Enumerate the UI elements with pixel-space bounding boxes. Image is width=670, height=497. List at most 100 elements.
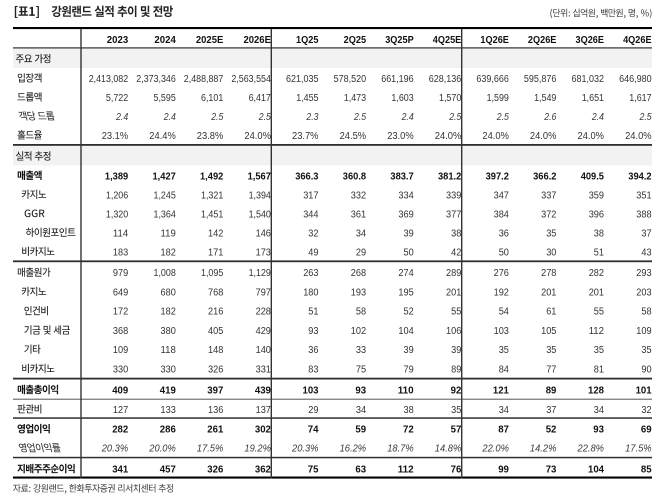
svg-text:34: 34 (356, 228, 367, 239)
svg-text:50: 50 (404, 247, 415, 258)
svg-text:128: 128 (588, 386, 604, 397)
svg-text:17.5%: 17.5% (625, 444, 652, 455)
svg-text:35: 35 (451, 405, 462, 416)
svg-text:63: 63 (355, 464, 366, 475)
svg-text:33: 33 (356, 345, 367, 356)
svg-text:1,389: 1,389 (105, 171, 129, 182)
svg-text:34: 34 (594, 405, 605, 416)
svg-text:92: 92 (451, 386, 462, 397)
svg-text:2Q26E: 2Q26E (528, 35, 557, 46)
svg-text:326: 326 (208, 365, 224, 376)
svg-text:3Q26E: 3Q26E (576, 35, 605, 46)
svg-text:24.0%: 24.0% (625, 131, 652, 142)
svg-text:282: 282 (112, 425, 128, 436)
svg-text:1,129: 1,129 (249, 268, 272, 279)
svg-text:419: 419 (160, 386, 176, 397)
svg-text:30: 30 (546, 247, 557, 258)
svg-text:54: 54 (499, 307, 510, 318)
svg-text:99: 99 (498, 464, 509, 475)
svg-text:55: 55 (451, 307, 462, 318)
svg-text:42: 42 (451, 247, 462, 258)
svg-text:133: 133 (161, 405, 177, 416)
svg-text:439: 439 (255, 386, 271, 397)
svg-text:101: 101 (636, 386, 652, 397)
svg-text:649: 649 (113, 288, 129, 299)
svg-text:105: 105 (541, 326, 557, 337)
svg-text:1,455: 1,455 (296, 93, 319, 104)
svg-text:2.5: 2.5 (639, 112, 652, 123)
svg-text:429: 429 (256, 326, 272, 337)
svg-text:72: 72 (403, 425, 414, 436)
svg-text:1,492: 1,492 (200, 171, 224, 182)
svg-text:121: 121 (493, 386, 509, 397)
svg-text:23.0%: 23.0% (387, 131, 414, 142)
svg-text:1,364: 1,364 (154, 209, 177, 220)
svg-text:1,008: 1,008 (154, 268, 177, 279)
svg-text:409.5: 409.5 (581, 171, 605, 182)
svg-text:361: 361 (351, 209, 367, 220)
svg-text:334: 334 (398, 190, 414, 201)
svg-text:103: 103 (494, 326, 510, 337)
svg-text:1,651: 1,651 (582, 93, 605, 104)
svg-text:2.5: 2.5 (210, 112, 223, 123)
svg-text:22.0%: 22.0% (481, 444, 509, 455)
svg-text:23.8%: 23.8% (197, 131, 224, 142)
svg-text:661,196: 661,196 (381, 74, 414, 85)
svg-text:380: 380 (161, 326, 177, 337)
svg-text:52: 52 (404, 307, 415, 318)
svg-text:384: 384 (494, 209, 510, 220)
svg-text:274: 274 (398, 268, 414, 279)
svg-text:263: 263 (303, 268, 319, 279)
svg-text:302: 302 (255, 425, 271, 436)
svg-text:38: 38 (594, 228, 605, 239)
svg-text:372: 372 (541, 209, 557, 220)
svg-text:1,321: 1,321 (201, 190, 224, 201)
svg-text:69: 69 (641, 425, 652, 436)
svg-text:173: 173 (256, 247, 272, 258)
svg-text:368: 368 (113, 326, 129, 337)
svg-text:2,373,346: 2,373,346 (136, 74, 176, 85)
svg-text:192: 192 (494, 288, 510, 299)
svg-text:366.3: 366.3 (295, 171, 319, 182)
svg-text:24.4%: 24.4% (149, 131, 176, 142)
svg-text:106: 106 (446, 326, 462, 337)
svg-text:1,095: 1,095 (201, 268, 224, 279)
svg-text:2.5: 2.5 (258, 112, 271, 123)
svg-text:397: 397 (207, 386, 223, 397)
svg-text:87: 87 (498, 425, 509, 436)
svg-text:14.8%: 14.8% (435, 444, 462, 455)
svg-text:2.4: 2.4 (401, 112, 414, 123)
svg-text:6,417: 6,417 (249, 93, 272, 104)
svg-text:1Q26E: 1Q26E (480, 35, 509, 46)
svg-text:85: 85 (641, 464, 652, 475)
svg-text:1,570: 1,570 (439, 93, 462, 104)
svg-text:2,413,082: 2,413,082 (89, 74, 129, 85)
svg-text:1,567: 1,567 (248, 171, 272, 182)
svg-text:2023: 2023 (107, 35, 129, 46)
svg-text:1,599: 1,599 (487, 93, 510, 104)
svg-text:24.0%: 24.0% (435, 131, 462, 142)
svg-text:4Q25E: 4Q25E (433, 35, 462, 46)
svg-text:50: 50 (499, 247, 510, 258)
svg-text:369: 369 (398, 209, 414, 220)
svg-text:4Q26E: 4Q26E (623, 35, 652, 46)
svg-text:127: 127 (113, 405, 129, 416)
svg-text:216: 216 (208, 307, 224, 318)
svg-text:39: 39 (451, 345, 462, 356)
svg-text:359: 359 (589, 190, 605, 201)
svg-text:1,427: 1,427 (153, 171, 177, 182)
svg-text:646,980: 646,980 (619, 74, 652, 85)
svg-text:49: 49 (308, 247, 319, 258)
svg-text:293: 293 (636, 268, 652, 279)
svg-text:2025E: 2025E (196, 35, 224, 46)
svg-text:76: 76 (451, 464, 462, 475)
svg-text:2024: 2024 (154, 35, 176, 46)
svg-text:81: 81 (594, 365, 605, 376)
svg-text:330: 330 (161, 365, 177, 376)
svg-text:119: 119 (161, 228, 177, 239)
svg-text:22.8%: 22.8% (577, 444, 605, 455)
svg-text:397.2: 397.2 (486, 171, 510, 182)
svg-text:103: 103 (303, 386, 319, 397)
svg-text:24.5%: 24.5% (340, 131, 367, 142)
svg-text:409: 409 (112, 386, 128, 397)
